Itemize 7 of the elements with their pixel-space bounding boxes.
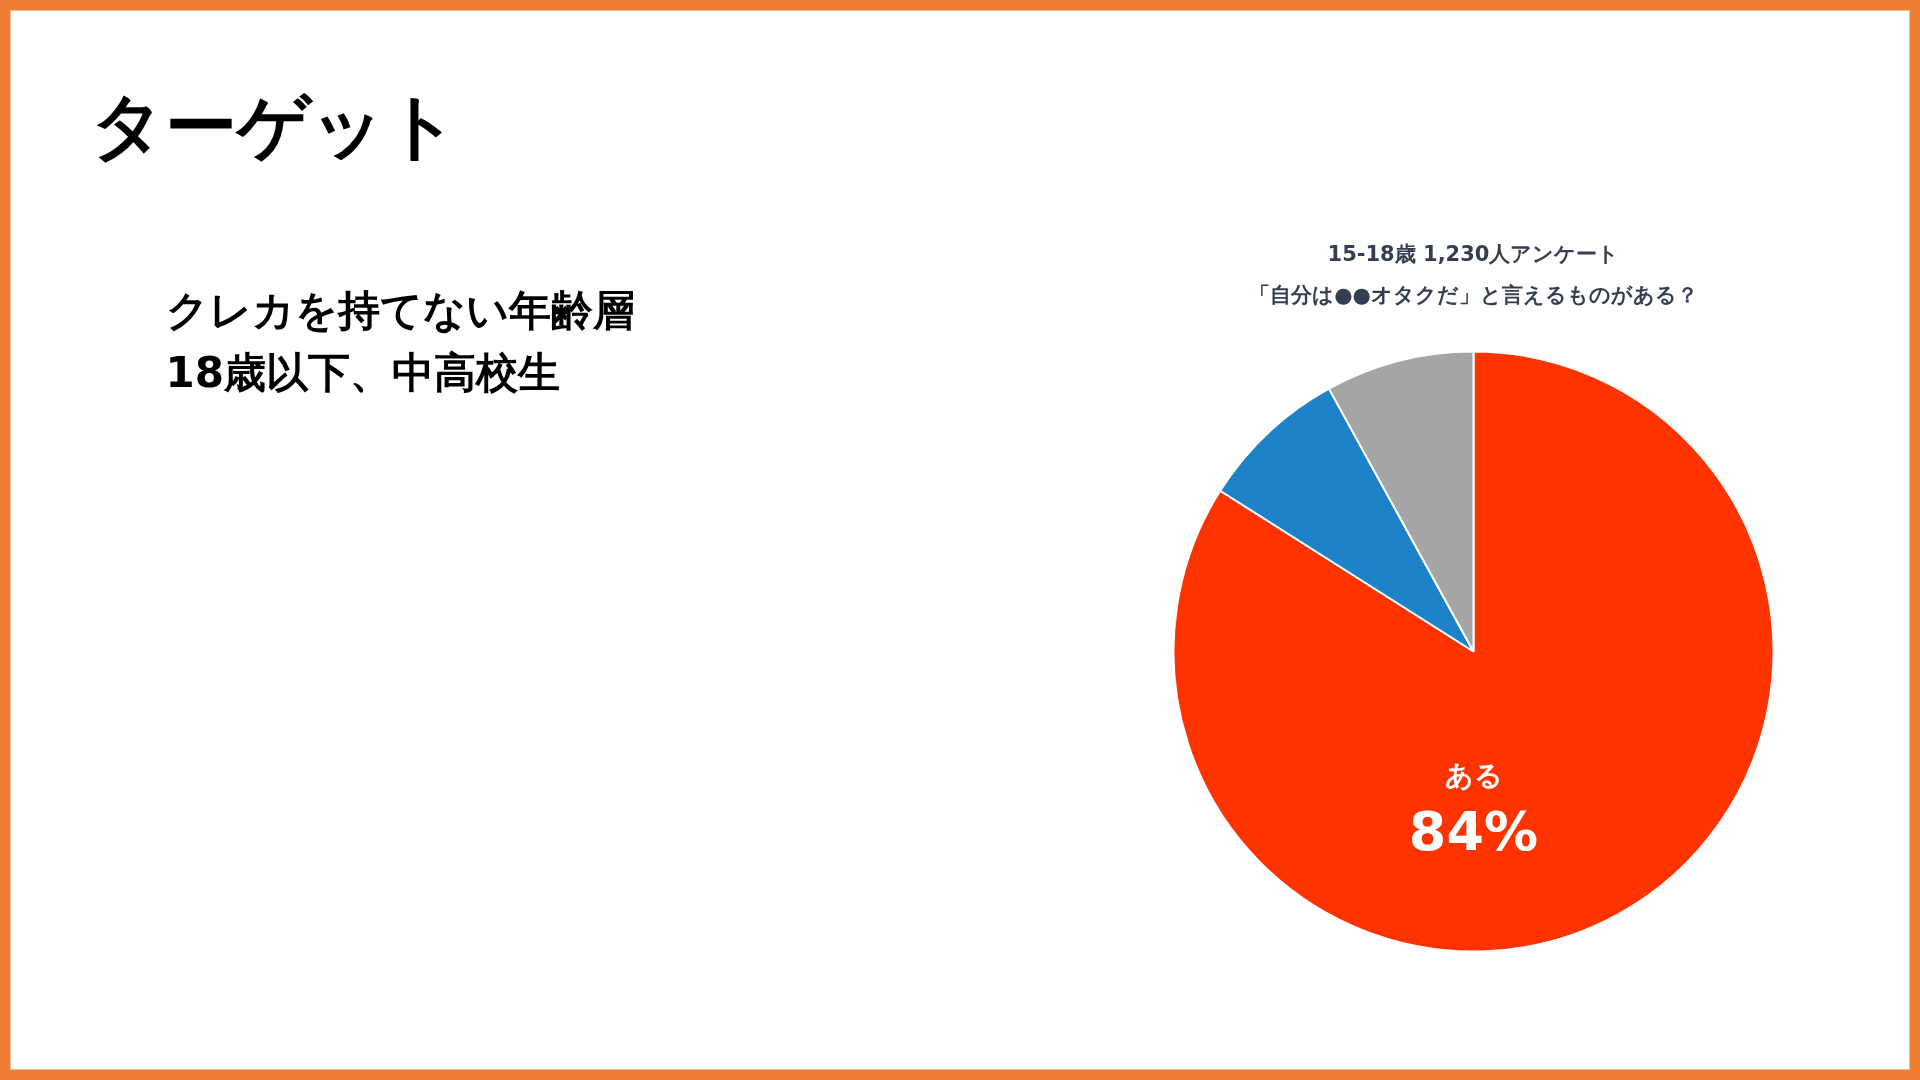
text: 18歳以下、中高校生 [165, 348, 560, 397]
text: ターゲット [90, 83, 459, 168]
data-label: 84% [1408, 800, 1539, 863]
slice-label: ある [1444, 759, 1503, 792]
chart-subtitle: 「自分は●●オタクだ」と言えるものがある？ [1249, 282, 1698, 307]
chart-title: 15-18歳 1,230人アンケート [1327, 241, 1620, 266]
text: クレカを持てない年齢層 [165, 286, 635, 335]
